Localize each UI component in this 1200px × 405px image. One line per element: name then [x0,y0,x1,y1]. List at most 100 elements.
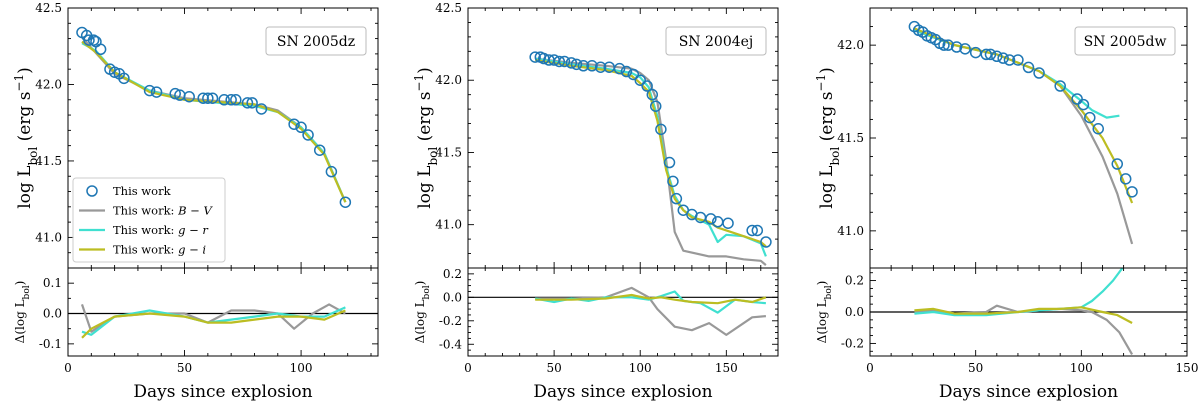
data-point [620,65,633,78]
series-line-bv [914,29,1134,245]
y-tick-label: 41.5 [837,131,864,145]
data-point [288,118,300,130]
data-point [1077,98,1090,111]
data-point [959,43,971,55]
data-point [1003,54,1016,66]
data-point [997,52,1009,64]
data-point [1092,122,1104,135]
data-point [627,68,640,81]
legend: This work This work: B − V This work: g − … [72,177,226,263]
y-tick-label: 42.5 [35,1,62,15]
data-point [1119,173,1132,185]
data-point [942,39,954,51]
data-point [225,94,237,106]
y-tick-label: -0.1 [39,337,62,351]
data-point [87,34,100,46]
sn-label-box [665,26,767,56]
y-axis-title-residual: Δ(log Lbol) [815,281,834,344]
main-plot-area [908,20,1138,245]
legend-label-gi: This work: g − i [113,243,206,257]
panel-1: 0 50 100 41.0 41.5 42.0 42.5 -0.1 0.0 0.1 Days sin… [12,1,379,402]
legend-label-gr: This work: g − r [113,223,209,237]
residual-plot-area [468,286,778,336]
data-point [255,103,268,115]
data-point [980,48,992,61]
y-tick-label: 42.0 [837,38,864,52]
y-tick-label: 0.1 [43,276,62,290]
x-tick-label: 100 [290,361,313,375]
y-axis-title-residual: Δ(log Lbol) [13,281,32,344]
y-tick-label: 0.2 [443,267,462,281]
main-plot-area [529,51,772,266]
y-tick-label: 41.0 [837,224,864,238]
y-axis-title-residual: Δ(log Lbol) [413,281,432,344]
panel-2: 0 50 100 150 41.0 41.5 42.0 42.5 -0.4 -0.2 0.0 0.2 D… [412,1,779,402]
data-point [594,61,607,73]
sn-label: SN 2005dz [277,34,355,50]
y-tick-label: -0.2 [841,336,864,350]
data-point [183,90,195,103]
panel-3: 0 50 100 150 41.0 41.5 42.0 -0.2 0.0 0.2 Days sinc… [814,7,1198,402]
y-tick-label: 0.0 [443,290,462,304]
legend-label-bv: This work: B − V [113,204,213,218]
y-tick-label: 41.0 [35,230,62,244]
x-tick-label: 100 [629,361,652,375]
y-tick-label: 0.0 [845,305,864,319]
data-point [667,175,679,188]
legend-box [72,177,226,263]
data-point [655,123,667,136]
data-point [705,213,717,225]
data-point [663,156,676,169]
data-point [1033,67,1045,79]
data-point [150,86,163,98]
x-tick-label: 50 [968,361,983,375]
data-point [751,224,764,237]
residual-line-bv [535,286,766,336]
x-axis-title: Days since explosion [133,382,312,402]
y-axis-title-main: log Lbol (erg s−1) [412,67,440,209]
data-point [202,92,214,104]
data-point [1022,61,1035,74]
y-tick-label: 42.5 [435,1,462,15]
sn-label: SN 2004ej [679,34,754,50]
data-point [230,94,242,106]
data-point [586,60,598,72]
series-line-bv [81,36,347,203]
data-point [143,84,156,97]
data-point [984,48,997,61]
residual-line-gi [81,309,346,339]
residual-plot-area [870,268,1187,355]
main-plot-area [76,26,352,208]
data-point [553,55,566,68]
residual-frame [467,267,779,357]
data-point [950,41,963,53]
y-tick-label: 41.5 [35,154,62,168]
y-tick-label: 41.5 [435,145,462,159]
y-tick-label: 0.0 [43,307,62,321]
data-point [760,236,772,248]
y-axis-title-main: log Lbol (erg s−1) [12,67,40,209]
data-point [558,55,571,68]
data-point [722,217,734,229]
y-tick-label: 41.0 [435,218,462,232]
data-point [1126,186,1138,198]
data-point [577,60,590,72]
data-point [570,58,583,71]
residual-line-gi [535,293,767,305]
data-point [339,196,352,208]
series-line-gi [913,27,1134,204]
data-point [1111,158,1124,170]
residual-frame [67,267,379,357]
residual-plot-area [68,303,378,339]
series-line-gi [535,58,767,248]
data-point [634,74,646,86]
y-tick-label: 42.0 [435,73,462,87]
data-point [94,43,107,56]
data-point [313,144,326,156]
data-point [218,94,230,106]
data-point [938,39,950,51]
y-tick-label: -0.4 [439,337,463,351]
data-point [991,50,1003,63]
data-point [325,165,338,178]
data-point [241,97,254,109]
